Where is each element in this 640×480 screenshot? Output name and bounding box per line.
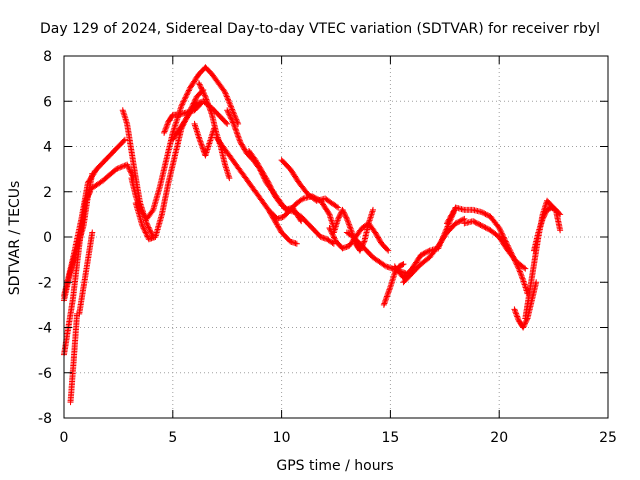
series-trace-t18	[278, 157, 342, 211]
y-tick-label: 8	[43, 49, 52, 65]
x-tick-label: 20	[490, 430, 508, 446]
series-trace-t6	[87, 161, 137, 193]
x-tick-label: 10	[273, 430, 291, 446]
y-tick-label: 0	[43, 230, 52, 246]
series-trace-t12	[202, 64, 242, 127]
y-tick-label: 6	[43, 94, 52, 110]
y-tick-label: -8	[38, 411, 52, 427]
axis-ticks: 0 5 10 15 20 25 -8 -6 -4 -2 0 2 4 6 8	[38, 49, 617, 446]
y-tick-label: -2	[38, 275, 52, 291]
y-tick-label: 4	[43, 140, 52, 156]
chart-title: Day 129 of 2024, Sidereal Day-to-day VTE…	[40, 21, 600, 37]
x-tick-label: 0	[60, 430, 69, 446]
series-trace-t5	[76, 229, 96, 317]
series-trace-t19	[267, 193, 337, 231]
y-tick-label: 2	[43, 185, 52, 201]
y-axis-label: SDTVAR / TECUs	[7, 181, 23, 296]
x-tick-label: 25	[599, 430, 617, 446]
y-tick-label: -6	[38, 366, 52, 382]
series-trace-t30	[531, 204, 564, 254]
y-tick-label: -4	[38, 321, 52, 337]
series-trace-t2	[67, 310, 81, 406]
series-trace-t13	[191, 120, 218, 159]
x-axis-label: GPS time / hours	[276, 458, 393, 474]
series-trace-t27	[461, 218, 529, 272]
series-trace-t25	[400, 215, 468, 286]
series-trace-t8	[128, 64, 209, 222]
x-tick-label: 5	[168, 430, 177, 446]
x-tick-label: 15	[381, 430, 399, 446]
